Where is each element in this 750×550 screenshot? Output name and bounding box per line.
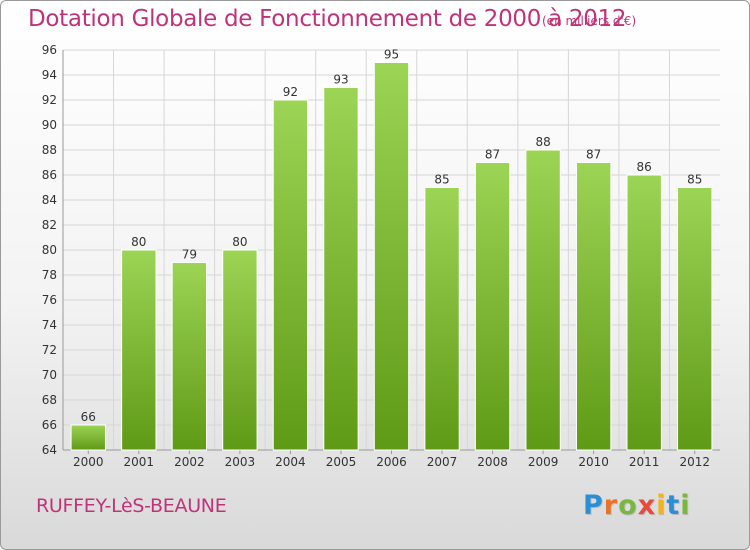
logo-letter: r	[603, 490, 619, 521]
x-tick-label: 2004	[275, 455, 306, 469]
x-tick-label: 2001	[124, 455, 155, 469]
x-tick-label: 2005	[326, 455, 357, 469]
y-tick-label: 78	[42, 268, 57, 282]
logo-letter: i	[656, 490, 667, 521]
value-label: 87	[485, 148, 500, 162]
logo-letter: i	[680, 490, 691, 521]
bar-2007	[424, 187, 460, 451]
x-tick-label: 2009	[528, 455, 559, 469]
y-tick-label: 90	[42, 118, 57, 132]
y-tick-label: 92	[42, 93, 57, 107]
value-label: 85	[434, 173, 449, 187]
x-tick-label: 2002	[174, 455, 205, 469]
y-tick-label: 76	[42, 293, 57, 307]
chart-title: Dotation Globale de Fonctionnement de 20…	[28, 6, 627, 32]
value-label: 92	[283, 85, 298, 99]
proxiti-logo[interactable]: Proxiti	[583, 490, 691, 521]
y-tick-label: 74	[42, 318, 57, 332]
y-tick-label: 64	[42, 443, 57, 457]
y-tick-label: 84	[42, 193, 57, 207]
value-label: 85	[687, 173, 702, 187]
y-tick-label: 68	[42, 393, 57, 407]
bar-2002	[171, 262, 208, 451]
y-tick-label: 86	[42, 168, 57, 182]
chart-subtitle: (en milliers d'€)	[542, 14, 637, 28]
bar-2010	[575, 162, 612, 451]
y-tick-label: 66	[42, 418, 57, 432]
bar-2011	[626, 174, 662, 451]
value-label: 88	[535, 135, 550, 149]
x-tick-label: 2008	[477, 455, 508, 469]
labels: 64 66 68 70 72 74 76 78 80 82 84 86 88 90 92 94 96 66 2000…	[42, 43, 710, 469]
bar-2005	[323, 87, 359, 451]
y-tick-label: 82	[42, 218, 57, 232]
x-tick-label: 2010	[578, 455, 609, 469]
value-label: 87	[586, 148, 601, 162]
logo-letter: P	[583, 490, 604, 521]
bars	[70, 62, 713, 451]
value-label: 86	[637, 160, 652, 174]
bar-2006	[373, 62, 410, 451]
value-label: 79	[182, 248, 197, 262]
x-tick-label: 2011	[629, 455, 660, 469]
value-label: 80	[131, 235, 146, 249]
y-tick-label: 70	[42, 368, 57, 382]
value-label: 66	[81, 410, 96, 424]
x-tick-label: 2012	[679, 455, 710, 469]
logo-letter: x	[637, 490, 657, 521]
x-tick-label: 2007	[427, 455, 458, 469]
y-tick-label: 72	[42, 343, 57, 357]
commune-name: RUFFEY-LèS-BEAUNE	[36, 495, 227, 517]
value-label: 80	[232, 235, 247, 249]
y-tick-label: 80	[42, 243, 57, 257]
bar-2004	[272, 99, 309, 451]
y-tick-label: 88	[42, 143, 57, 157]
bar-2012	[677, 187, 713, 451]
bar-2000	[70, 424, 106, 451]
logo-letter: o	[618, 490, 638, 521]
bar-2003	[222, 249, 258, 451]
x-tick-label: 2000	[73, 455, 104, 469]
y-tick-label: 96	[42, 43, 57, 57]
logo-letter: t	[666, 490, 681, 521]
y-tick-label: 94	[42, 68, 57, 82]
bar-2001	[121, 249, 157, 451]
value-label: 93	[333, 73, 348, 87]
bar-2009	[525, 149, 561, 451]
bar-2008	[474, 162, 511, 451]
x-tick-label: 2006	[376, 455, 407, 469]
value-label: 95	[384, 48, 399, 62]
x-tick-label: 2003	[225, 455, 256, 469]
